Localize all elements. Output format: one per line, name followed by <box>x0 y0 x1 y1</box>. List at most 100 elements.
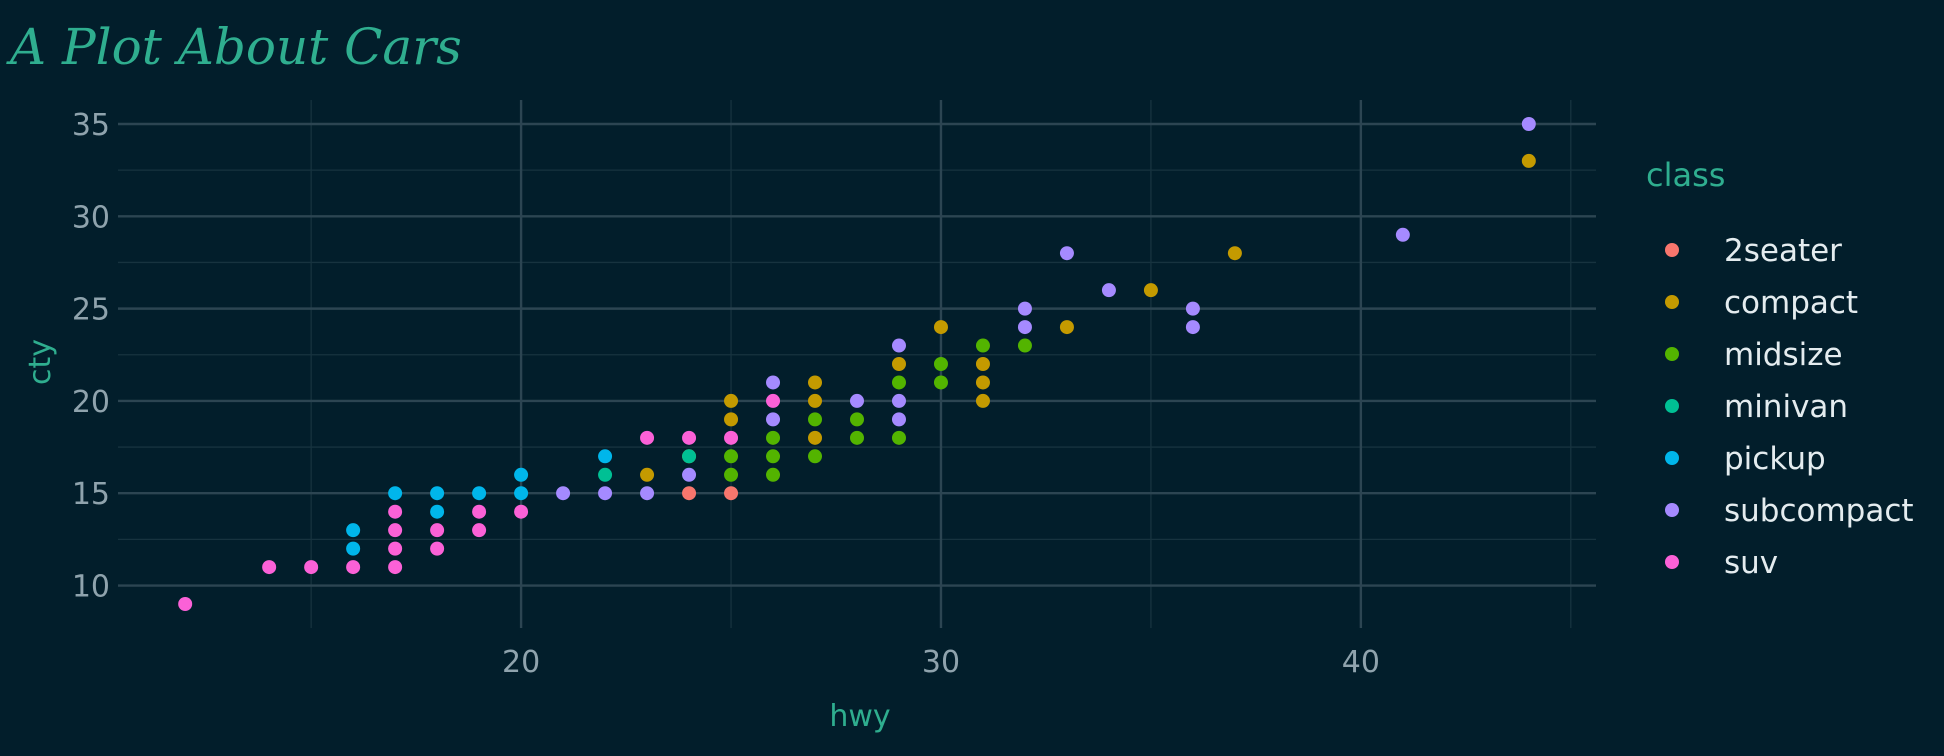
legend-title: class <box>1646 156 1725 194</box>
data-point-minivan <box>598 467 613 482</box>
data-point-pickup <box>514 486 529 501</box>
legend-label-compact: compact <box>1724 285 1858 321</box>
legend-label-2seater: 2seater <box>1724 233 1842 269</box>
data-point-suv <box>304 560 319 575</box>
data-point-subcompact <box>1185 320 1200 335</box>
x-tick-label: 30 <box>922 645 960 680</box>
data-point-subcompact <box>1017 301 1032 316</box>
data-point-subcompact <box>766 375 781 390</box>
data-point-suv <box>640 430 655 445</box>
data-point-compact <box>975 393 990 408</box>
data-point-suv <box>346 560 361 575</box>
data-point-subcompact <box>1185 301 1200 316</box>
data-point-suv <box>766 393 781 408</box>
legend-key-2seater <box>1665 243 1679 257</box>
legend-label-suv: suv <box>1724 545 1778 581</box>
data-point-pickup <box>346 541 361 556</box>
data-point-subcompact <box>850 393 864 408</box>
data-point-midsize <box>975 338 990 353</box>
data-point-pickup <box>430 504 445 519</box>
data-point-midsize <box>724 467 739 482</box>
data-point-midsize <box>850 430 864 445</box>
y-axis-title: cty <box>23 339 58 385</box>
data-point-subcompact <box>1395 227 1410 242</box>
data-point-compact <box>724 393 739 408</box>
data-point-midsize <box>766 449 781 464</box>
data-point-compact <box>640 467 655 482</box>
data-point-suv <box>514 504 529 519</box>
data-point-subcompact <box>1521 117 1536 131</box>
data-point-subcompact <box>1059 246 1074 261</box>
data-point-midsize <box>766 430 781 445</box>
data-point-midsize <box>808 449 823 464</box>
data-point-suv <box>388 560 403 575</box>
legend-label-midsize: midsize <box>1724 337 1843 373</box>
data-point-compact <box>1059 320 1074 335</box>
data-point-compact <box>975 375 990 390</box>
data-point-subcompact <box>891 338 906 353</box>
data-point-subcompact <box>1101 283 1116 298</box>
data-point-pickup <box>388 486 403 501</box>
legend: class 2seater compact midsize minivan pickup… <box>1646 156 1914 581</box>
data-point-suv <box>388 504 403 519</box>
legend-label-pickup: pickup <box>1724 441 1826 477</box>
data-point-suv <box>682 430 697 445</box>
data-point-compact <box>724 412 739 427</box>
data-point-midsize <box>891 430 906 445</box>
data-point-pickup <box>472 486 487 501</box>
legend-key-suv <box>1665 555 1679 569</box>
x-axis-title: hwy <box>829 699 890 734</box>
y-tick-label: 25 <box>72 293 110 328</box>
y-tick-label: 20 <box>72 385 110 420</box>
data-point-compact <box>975 357 990 371</box>
data-points <box>178 117 1536 611</box>
data-point-midsize <box>724 449 739 464</box>
data-point-suv <box>388 523 403 538</box>
data-point-compact <box>1227 246 1242 261</box>
data-point-compact <box>808 430 823 445</box>
y-tick-label: 15 <box>72 477 110 512</box>
data-point-suv <box>472 523 487 538</box>
data-point-suv <box>472 504 487 519</box>
data-point-subcompact <box>682 467 697 482</box>
data-point-pickup <box>430 486 445 501</box>
y-tick-label: 10 <box>72 570 110 605</box>
data-point-compact <box>808 393 823 408</box>
data-point-midsize <box>933 375 948 390</box>
data-point-suv <box>430 541 445 556</box>
legend-key-pickup <box>1665 451 1679 465</box>
data-point-pickup <box>514 467 529 482</box>
grid <box>118 100 1596 628</box>
data-point-midsize <box>808 412 823 427</box>
y-tick-label: 30 <box>72 200 110 235</box>
data-point-subcompact <box>766 412 781 427</box>
data-point-suv <box>262 560 277 575</box>
data-point-midsize <box>1017 338 1032 353</box>
data-point-2seater <box>682 486 697 501</box>
legend-key-subcompact <box>1665 503 1679 517</box>
data-point-midsize <box>933 357 948 371</box>
legend-label-subcompact: subcompact <box>1724 493 1914 529</box>
data-point-subcompact <box>556 486 571 501</box>
legend-label-minivan: minivan <box>1724 389 1848 425</box>
legend-key-compact <box>1665 295 1679 309</box>
data-point-compact <box>808 375 823 390</box>
data-point-midsize <box>891 375 906 390</box>
chart-title: A Plot About Cars <box>6 18 462 76</box>
data-point-midsize <box>850 412 864 427</box>
data-point-suv <box>724 430 739 445</box>
tick-labels: 20 30 40 10 15 20 25 30 35 <box>72 108 1380 680</box>
legend-key-midsize <box>1665 347 1679 361</box>
data-point-midsize <box>766 467 781 482</box>
data-point-subcompact <box>891 412 906 427</box>
data-point-2seater <box>724 486 739 501</box>
data-point-minivan <box>682 449 697 464</box>
data-point-pickup <box>598 449 613 464</box>
data-point-suv <box>178 597 193 611</box>
x-tick-label: 40 <box>1342 645 1380 680</box>
data-point-compact <box>933 320 948 335</box>
data-point-compact <box>1521 153 1536 168</box>
data-point-compact <box>891 357 906 371</box>
